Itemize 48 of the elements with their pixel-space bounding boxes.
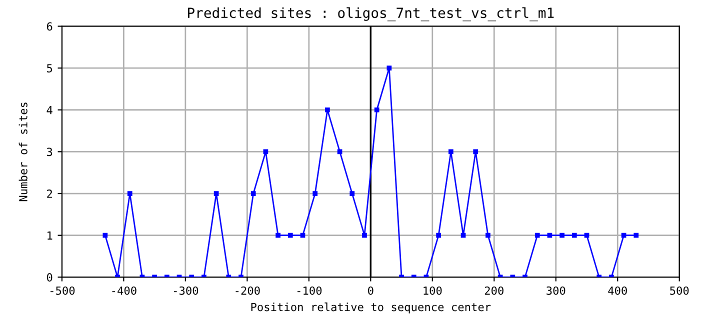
- x-tick-label: 300: [546, 286, 566, 295]
- point: [473, 149, 478, 154]
- x-tick-label: 100: [424, 286, 442, 295]
- x-tick-label: 500: [670, 286, 689, 295]
- x-tick-label: -400: [112, 286, 136, 295]
- point: [560, 232, 564, 238]
- y-tick-label: 1: [48, 231, 52, 240]
- x-axis-title: Position relative to sequence center: [251, 302, 491, 314]
- point: [312, 191, 318, 196]
- point: [547, 232, 552, 238]
- y-tick-label: 4: [46, 106, 52, 114]
- x-tick-label: -300: [174, 286, 198, 295]
- x-tick-label: 0: [368, 286, 374, 295]
- x-tick-label: 400: [608, 286, 627, 295]
- point: [572, 232, 577, 238]
- point: [250, 191, 256, 196]
- point: [584, 232, 590, 238]
- point: [288, 232, 293, 238]
- point: [486, 232, 490, 238]
- point: [337, 149, 342, 154]
- x-tick-label: 200: [484, 286, 504, 295]
- y-tick-label: 2: [47, 190, 52, 198]
- y-tick-label: 5: [47, 64, 52, 72]
- point: [436, 232, 441, 238]
- y-tick-label: 6: [46, 22, 52, 31]
- x-tick-label: -100: [297, 286, 322, 295]
- point: [300, 232, 306, 238]
- point: [386, 66, 392, 70]
- point: [350, 191, 355, 196]
- x-tick-label: -500: [50, 286, 75, 295]
- point: [460, 232, 466, 238]
- chart-title: Predicted sites : oligos_7nt_test_vs_ctrl_m1: [188, 7, 554, 22]
- y-axis-title: Number of sites: [18, 102, 28, 202]
- point: [634, 232, 639, 238]
- point: [276, 232, 280, 238]
- point: [214, 191, 219, 196]
- y-tick-label: 0: [46, 273, 52, 282]
- point: [534, 232, 540, 238]
- point: [448, 149, 454, 154]
- point: [127, 191, 132, 196]
- point: [325, 107, 330, 112]
- point: [374, 107, 380, 112]
- y-tick-label: 3: [46, 148, 52, 156]
- x-tick-label: -200: [236, 286, 260, 295]
- point: [621, 232, 626, 238]
- point: [362, 232, 367, 238]
- point: [263, 149, 268, 154]
- point: [102, 232, 108, 238]
